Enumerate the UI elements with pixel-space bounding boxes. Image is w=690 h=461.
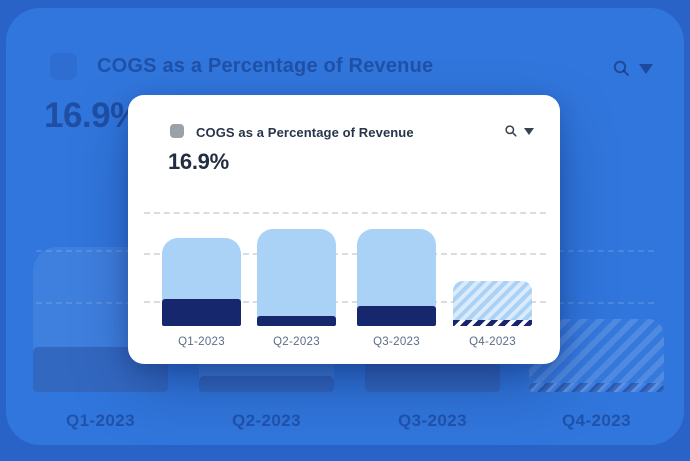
widget-tile-icon	[170, 124, 184, 138]
axis-label-q1-2023: Q1-2023	[178, 336, 225, 348]
widget-value: 16.9%	[44, 96, 141, 135]
axis-label-q4-2023: Q4-2023	[469, 336, 516, 348]
axis-label-q2-2023: Q2-2023	[232, 411, 301, 430]
bar-segment-cogs	[365, 359, 500, 392]
bar-q2-2023[interactable]	[257, 229, 336, 326]
axis-label-q3-2023: Q3-2023	[398, 411, 467, 430]
widget-title: COGS as a Percentage of Revenue	[196, 125, 414, 140]
widget-modal-card: COGS as a Percentage of Revenue 16.9% Q1…	[128, 95, 560, 364]
bar-q4-2023[interactable]	[453, 281, 532, 326]
modal-chart: Q1-2023 Q2-2023 Q3-2023 Q4-2023	[128, 95, 560, 364]
widget-controls	[505, 125, 534, 137]
bar-segment-cogs	[357, 306, 436, 326]
gridline	[144, 301, 546, 303]
axis-label-q4-2023: Q4-2023	[562, 411, 631, 430]
axis-label-q3-2023: Q3-2023	[373, 336, 420, 348]
gridline	[144, 212, 546, 214]
bar-segment-cogs	[529, 383, 664, 392]
magnifier-icon[interactable]	[613, 60, 630, 77]
bar-segment-cogs	[453, 320, 532, 326]
bar-segment-cogs	[257, 316, 336, 326]
widget-controls	[613, 60, 653, 77]
magnifier-icon[interactable]	[505, 125, 517, 137]
caret-down-icon[interactable]	[639, 63, 653, 74]
bar-segment-cogs	[162, 299, 241, 326]
gridline	[144, 253, 546, 255]
bar-segment-cogs	[199, 376, 334, 392]
widget-tile-icon	[50, 53, 77, 80]
caret-down-icon[interactable]	[524, 127, 534, 135]
axis-label-q1-2023: Q1-2023	[66, 411, 135, 430]
widget-title: COGS as a Percentage of Revenue	[97, 55, 434, 77]
widget-value: 16.9%	[168, 149, 229, 174]
bar-q3-2023[interactable]	[357, 229, 436, 326]
bar-q1-2023[interactable]	[162, 238, 241, 326]
axis-label-q2-2023: Q2-2023	[273, 336, 320, 348]
